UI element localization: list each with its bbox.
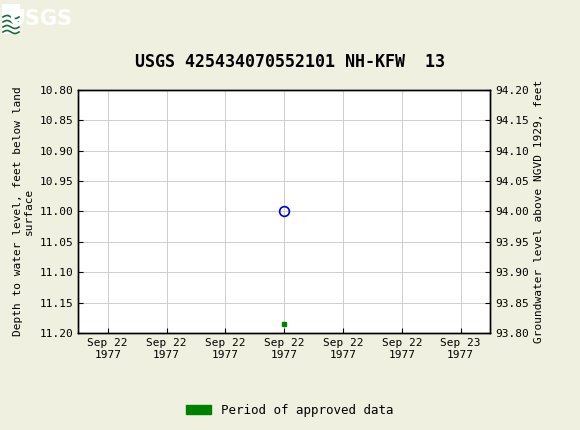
Bar [2, 4, 20, 34]
Y-axis label: Groundwater level above NGVD 1929, feet: Groundwater level above NGVD 1929, feet [534, 80, 544, 343]
Text: USGS: USGS [8, 9, 72, 29]
Legend: Period of approved data: Period of approved data [181, 399, 399, 421]
Y-axis label: Depth to water level, feet below land
surface: Depth to water level, feet below land su… [13, 86, 34, 336]
Text: USGS 425434070552101 NH-KFW  13: USGS 425434070552101 NH-KFW 13 [135, 52, 445, 71]
